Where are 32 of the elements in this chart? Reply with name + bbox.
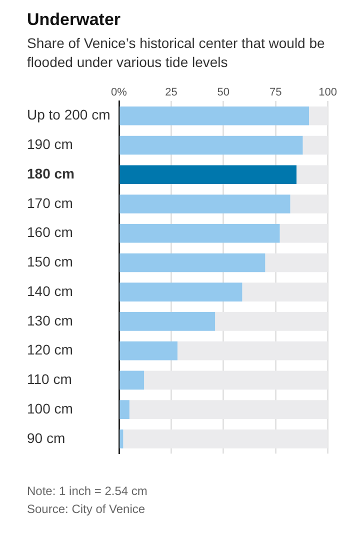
bar: [120, 136, 303, 155]
y-tick-label: 130 cm: [27, 312, 73, 328]
x-tick-label: 75: [269, 86, 282, 99]
bar: [120, 282, 242, 302]
bar: [120, 165, 296, 184]
y-tick-label: 160 cm: [27, 224, 73, 240]
bar: [120, 341, 178, 360]
y-tick-label: 190 cm: [27, 136, 73, 152]
bar: [120, 194, 290, 214]
x-tick-label: 25: [165, 86, 178, 99]
y-tick-label: 90 cm: [27, 430, 66, 446]
chart-subtitle: Share of Venice’s historical center that would be flooded under various tide levels: [27, 34, 326, 72]
x-tick-label: 0%: [111, 86, 128, 99]
y-tick-label: 120 cm: [27, 342, 73, 358]
x-tick-label: 100: [318, 86, 338, 99]
bar: [120, 312, 216, 331]
y-tick-label: 170 cm: [27, 194, 73, 211]
x-tick-label: 50: [217, 86, 230, 99]
y-tick-label: 100 cm: [27, 400, 73, 416]
bar: [120, 400, 130, 419]
bar: [120, 224, 280, 243]
source-note: Source: City of Venice: [27, 501, 146, 518]
y-tick-label: 150 cm: [27, 254, 73, 270]
y-tick-label: Up to 200 cm: [27, 106, 110, 123]
bar: [120, 106, 310, 126]
text: Note: 1 inch = 2.54 cm: [27, 483, 148, 500]
y-tick-label: 140 cm: [27, 282, 73, 299]
bar: [120, 370, 144, 390]
chart-title: Underwater: [27, 10, 122, 30]
y-tick-label: 180 cm: [27, 165, 74, 182]
y-tick-label: 110 cm: [27, 371, 72, 388]
bar: [120, 253, 266, 272]
